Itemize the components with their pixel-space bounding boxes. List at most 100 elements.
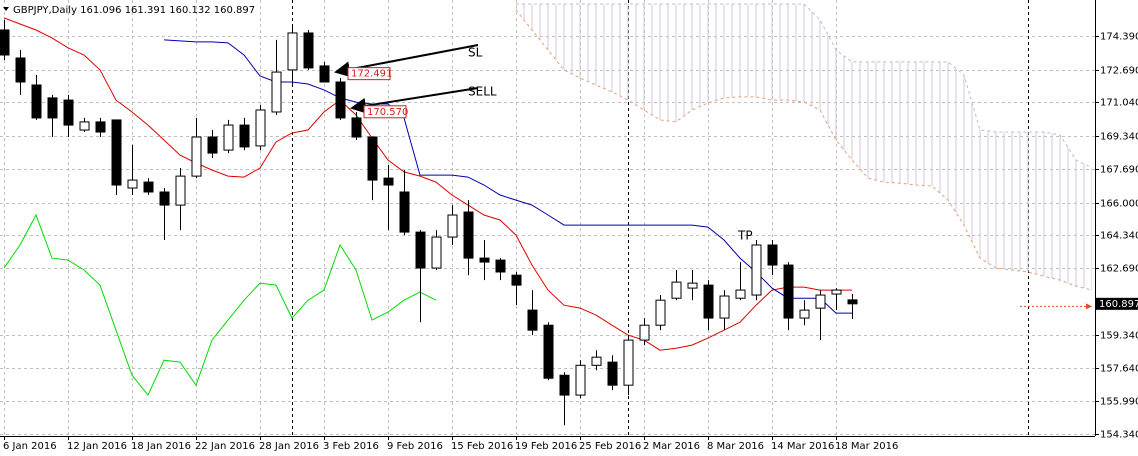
indicator-line xyxy=(3,213,437,397)
x-tick-label: 3 Feb 2016 xyxy=(323,441,379,452)
candle-body xyxy=(639,324,650,341)
sell-arrow xyxy=(350,87,479,114)
y-tick-label: 166.000 xyxy=(1100,199,1138,210)
y-tick-label: 174.390 xyxy=(1100,32,1138,43)
current-price-label: 160.897 xyxy=(1099,299,1138,310)
x-tick-label: 22 Jan 2016 xyxy=(195,441,255,452)
candle-body xyxy=(239,124,250,148)
candle-body xyxy=(623,339,634,386)
current-price-box xyxy=(1096,297,1138,310)
axes: 174.390 172.690 171.040 169.340 167.690 166.0… xyxy=(3,32,1138,453)
candle-body xyxy=(399,191,410,233)
annotation-text: SL xyxy=(468,46,483,60)
x-tick-label: 18 Mar 2016 xyxy=(835,441,898,452)
indicator-line xyxy=(516,3,1093,169)
level-box xyxy=(363,105,407,119)
candle-body xyxy=(191,136,202,177)
cloud-fill xyxy=(516,3,1092,291)
candle-body xyxy=(111,119,122,186)
candle-body xyxy=(351,117,362,138)
candle-body xyxy=(447,214,458,238)
indicator-line xyxy=(515,9,1093,291)
candle-body xyxy=(671,281,682,299)
level-label: 172.491 xyxy=(351,69,392,80)
candle-body xyxy=(527,309,538,331)
y-tick-label: 172.690 xyxy=(1100,66,1138,77)
x-tick-label: 2 Mar 2016 xyxy=(643,441,700,452)
candle-body xyxy=(703,284,714,319)
x-tick-label: 8 Mar 2016 xyxy=(707,441,764,452)
candle-body xyxy=(687,282,698,289)
candle-body xyxy=(367,136,378,181)
candle-body xyxy=(847,299,858,305)
candle-body xyxy=(271,71,282,113)
candle-body xyxy=(463,211,474,259)
menu-triangle[interactable] xyxy=(3,7,9,11)
candle-body xyxy=(479,257,490,263)
candle-body xyxy=(783,264,794,319)
x-tick-label: 12 Jan 2016 xyxy=(67,441,127,452)
candle-body xyxy=(223,124,234,151)
y-tick-label: 159.340 xyxy=(1100,331,1138,342)
candle-body xyxy=(287,32,298,71)
annotation-text: TP xyxy=(737,229,753,243)
level-label: 170.570 xyxy=(367,107,408,118)
candle-body xyxy=(559,374,570,396)
candle-body xyxy=(207,136,218,154)
level-box xyxy=(347,67,391,81)
indicator-line xyxy=(3,17,852,351)
candle-body xyxy=(0,29,10,56)
plot-area xyxy=(0,3,1093,426)
candle-body xyxy=(511,274,522,286)
candle-body xyxy=(735,289,746,299)
candle-body xyxy=(591,356,602,366)
candle-body xyxy=(255,109,266,147)
y-tick-label: 154.340 xyxy=(1100,430,1138,441)
candle-body xyxy=(95,121,106,133)
x-tick-label: 19 Feb 2016 xyxy=(515,441,577,452)
y-tick-label: 164.340 xyxy=(1100,231,1138,242)
candle-body xyxy=(47,97,58,119)
candle-body xyxy=(63,99,74,126)
candle-body xyxy=(431,236,442,269)
candle-body xyxy=(383,177,394,186)
candle-body xyxy=(607,361,618,386)
x-tick-label: 6 Jan 2016 xyxy=(3,441,57,452)
x-tick-label: 25 Feb 2016 xyxy=(579,441,641,452)
candle-body xyxy=(319,65,330,83)
candle-body xyxy=(495,259,506,273)
candle-body xyxy=(175,175,186,206)
annotation-text: SELL xyxy=(468,85,497,99)
candle-body xyxy=(15,57,26,83)
x-tick-label: 9 Feb 2016 xyxy=(387,441,443,452)
candle-body xyxy=(751,244,762,296)
candle-body xyxy=(335,81,346,119)
candle-body xyxy=(543,324,554,379)
candle-body xyxy=(127,179,138,189)
candle-body xyxy=(31,84,42,119)
candle-body xyxy=(415,231,426,269)
x-tick-label: 14 Mar 2016 xyxy=(771,441,834,452)
x-tick-label: 15 Feb 2016 xyxy=(451,441,513,452)
candle-body xyxy=(655,299,666,326)
candle-body xyxy=(303,32,314,69)
candle-body xyxy=(815,294,826,309)
y-tick-label: 155.990 xyxy=(1100,397,1138,408)
candle-body xyxy=(143,181,154,193)
y-tick-label: 171.040 xyxy=(1100,98,1138,109)
y-tick-label: 167.690 xyxy=(1100,165,1138,176)
annotations: SL 172.491 SELL 170.570 TP xyxy=(347,46,753,243)
candle-body xyxy=(79,121,90,131)
y-tick-label: 162.690 xyxy=(1100,264,1138,275)
candle-body xyxy=(159,191,170,206)
candle-body xyxy=(767,244,778,266)
candle-body xyxy=(799,309,810,319)
chart-title: GBPJPY,Daily 161.096 161.391 160.132 160… xyxy=(13,5,255,16)
x-tick-label: 18 Jan 2016 xyxy=(131,441,191,452)
candle-body xyxy=(831,289,842,295)
candle-body xyxy=(719,295,730,319)
y-tick-label: 169.340 xyxy=(1100,132,1138,143)
candle-body xyxy=(575,364,586,396)
